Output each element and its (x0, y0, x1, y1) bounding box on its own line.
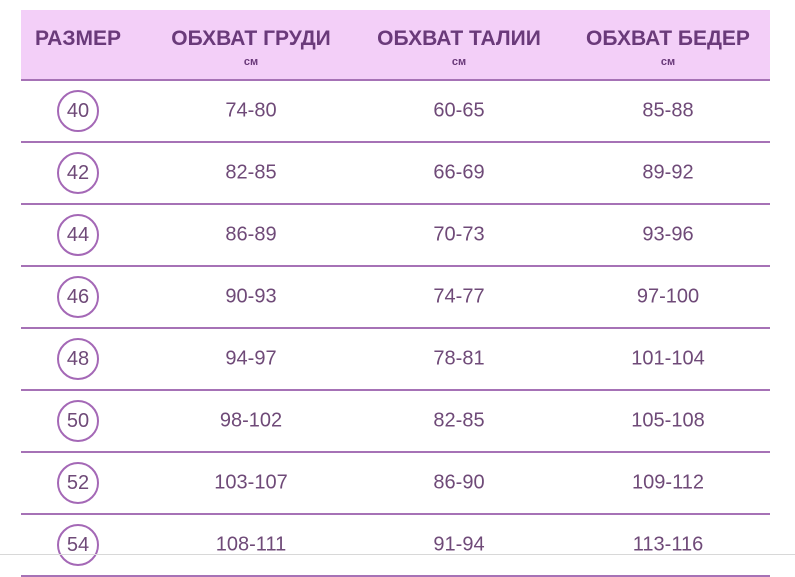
size-badge: 46 (57, 276, 99, 318)
hips-value: 89-92 (642, 161, 694, 184)
hips-value: 113-116 (632, 533, 704, 556)
waist-value: 66-69 (433, 161, 485, 184)
table-header: РАЗМЕР ОБХВАТ ГРУДИ см ОБХВАТ ТАЛИИ см ОБХ… (21, 10, 770, 81)
header-unit: см (660, 56, 676, 68)
table-row: 40 74-80 60-65 85-88 (21, 81, 770, 143)
chest-value: 82-85 (225, 161, 277, 184)
waist-value: 91-94 (433, 533, 485, 556)
hips-value: 101-104 (631, 347, 705, 370)
table-row: 52 103-107 86-90 109-112 (21, 453, 770, 515)
chest-value: 90-93 (225, 285, 277, 308)
chest-value: 98-102 (219, 409, 283, 432)
header-chest: ОБХВАТ ГРУДИ см (171, 27, 331, 68)
waist-value: 86-90 (433, 471, 485, 494)
size-badge: 42 (57, 152, 99, 194)
hips-value: 85-88 (642, 99, 694, 122)
header-label: ОБХВАТ ТАЛИИ (377, 27, 541, 50)
chest-value: 103-107 (214, 471, 288, 494)
waist-value: 70-73 (433, 223, 485, 246)
header-unit: см (451, 56, 467, 68)
size-badge: 48 (57, 338, 99, 380)
waist-value: 78-81 (433, 347, 485, 370)
table-row: 54 108-111 91-94 113-116 (21, 515, 770, 577)
table-row: 44 86-89 70-73 93-96 (21, 205, 770, 267)
waist-value: 74-77 (433, 285, 485, 308)
header-unit: см (243, 56, 259, 68)
chest-value: 108-111 (215, 533, 287, 556)
size-chart-table: РАЗМЕР ОБХВАТ ГРУДИ см ОБХВАТ ТАЛИИ см ОБХ… (21, 10, 770, 577)
chest-value: 74-80 (225, 99, 277, 122)
header-label: ОБХВАТ ГРУДИ (171, 27, 331, 50)
header-label: РАЗМЕР (35, 27, 121, 50)
hips-value: 97-100 (636, 285, 700, 308)
size-badge: 54 (57, 524, 99, 566)
size-badge: 52 (57, 462, 99, 504)
bottom-border (0, 554, 795, 555)
chest-value: 86-89 (225, 223, 277, 246)
header-label: ОБХВАТ БЕДЕР (586, 27, 750, 50)
size-badge: 50 (57, 400, 99, 442)
header-size: РАЗМЕР (35, 27, 121, 51)
header-hips: ОБХВАТ БЕДЕР см (586, 27, 750, 68)
table-row: 42 82-85 66-69 89-92 (21, 143, 770, 205)
size-badge: 40 (57, 90, 99, 132)
hips-value: 109-112 (632, 471, 704, 494)
header-waist: ОБХВАТ ТАЛИИ см (377, 27, 541, 68)
hips-value: 93-96 (642, 223, 694, 246)
hips-value: 105-108 (631, 409, 705, 432)
waist-value: 60-65 (433, 99, 485, 122)
chest-value: 94-97 (225, 347, 277, 370)
waist-value: 82-85 (433, 409, 485, 432)
table-row: 46 90-93 74-77 97-100 (21, 267, 770, 329)
table-row: 50 98-102 82-85 105-108 (21, 391, 770, 453)
table-row: 48 94-97 78-81 101-104 (21, 329, 770, 391)
size-badge: 44 (57, 214, 99, 256)
